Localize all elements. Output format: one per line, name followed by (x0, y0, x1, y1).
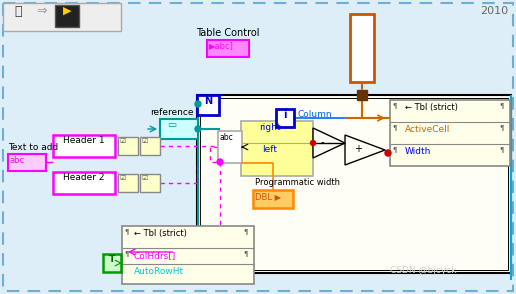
Text: ¶: ¶ (244, 228, 248, 234)
Text: Width: Width (405, 147, 431, 156)
Text: Text to add: Text to add (8, 143, 58, 152)
Text: ¶: ¶ (499, 146, 504, 152)
Text: DBL ▶: DBL ▶ (255, 192, 281, 201)
Text: Header 2: Header 2 (63, 173, 105, 182)
Text: ▶: ▶ (63, 6, 71, 16)
Text: ⇒: ⇒ (37, 5, 47, 18)
Text: reference: reference (150, 108, 194, 117)
Bar (197, 95, 219, 115)
Text: N: N (204, 96, 212, 106)
Text: ☑: ☑ (119, 175, 125, 181)
Bar (53, 172, 115, 194)
Text: Programmatic width: Programmatic width (255, 178, 340, 187)
Circle shape (195, 126, 201, 132)
Text: AutoRowHt: AutoRowHt (134, 267, 184, 276)
Polygon shape (313, 128, 345, 158)
Bar (197, 95, 511, 273)
Bar (122, 226, 254, 284)
Bar (8, 154, 46, 171)
Text: ← Tbl (strict): ← Tbl (strict) (134, 229, 187, 238)
Polygon shape (345, 135, 385, 165)
Bar (357, 90, 367, 100)
Bar (200, 98, 508, 270)
Circle shape (385, 150, 391, 156)
Bar (276, 109, 294, 127)
Text: ¶: ¶ (392, 102, 396, 108)
Bar (3, 3, 121, 31)
Text: ¶: ¶ (392, 146, 396, 152)
Bar (55, 5, 79, 27)
Text: ¶: ¶ (124, 228, 128, 234)
Text: +: + (354, 144, 362, 154)
Circle shape (311, 141, 315, 146)
Bar (53, 135, 115, 157)
Text: CSDN @bjcyck: CSDN @bjcyck (390, 266, 457, 275)
Bar (160, 119, 198, 139)
Bar (350, 14, 374, 82)
Text: Column: Column (297, 110, 332, 119)
Text: ← Tbl (strict): ← Tbl (strict) (405, 103, 458, 112)
Text: abc: abc (10, 156, 25, 165)
Bar (140, 137, 160, 155)
Text: Table Control: Table Control (196, 28, 260, 38)
Bar (241, 121, 313, 176)
Text: abc: abc (220, 133, 234, 142)
Text: ✋: ✋ (14, 5, 22, 18)
Bar (218, 131, 242, 163)
Text: ¶: ¶ (499, 102, 504, 108)
Bar (118, 137, 138, 155)
Text: ActiveCell: ActiveCell (405, 125, 450, 134)
Bar (253, 190, 293, 208)
Text: ▶abc]: ▶abc] (209, 41, 234, 50)
Circle shape (217, 159, 223, 165)
Text: ¶: ¶ (392, 124, 396, 130)
Text: ¶: ¶ (124, 250, 128, 256)
Text: i: i (283, 110, 287, 120)
Text: ▭: ▭ (167, 120, 176, 130)
Bar (207, 40, 249, 57)
Text: -: - (320, 137, 324, 147)
Text: ☑: ☑ (141, 138, 147, 144)
Bar (390, 100, 510, 166)
Text: left: left (263, 145, 278, 154)
Text: right: right (259, 123, 281, 132)
Text: 2010: 2010 (480, 6, 508, 16)
Text: T: T (109, 255, 115, 264)
Bar (118, 174, 138, 192)
Text: ¶: ¶ (244, 250, 248, 256)
Text: ¶: ¶ (499, 124, 504, 130)
Text: ☑: ☑ (141, 175, 147, 181)
Bar (140, 174, 160, 192)
Text: ☑: ☑ (119, 138, 125, 144)
Circle shape (195, 101, 201, 107)
Text: Header 1: Header 1 (63, 136, 105, 145)
Text: ColHdrs[]: ColHdrs[] (134, 251, 176, 260)
Bar (103, 254, 121, 272)
